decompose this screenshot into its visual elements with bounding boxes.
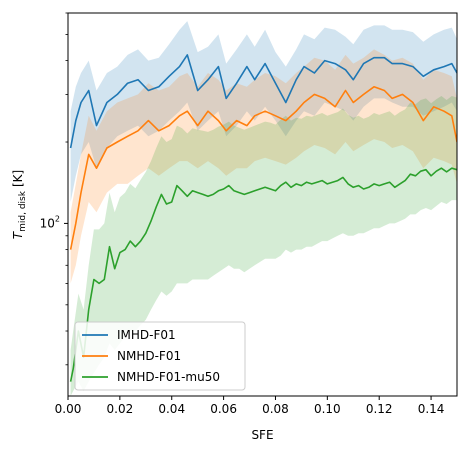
- x-axis-ticks: 0.00 0.02 0.04 0.06 0.08 0.10 0.12 0.14: [55, 396, 445, 416]
- line-imhd-f01: [69, 54, 457, 149]
- legend-box: [74, 321, 246, 391]
- legend-label-nmhd-f01: NMHD-F01: [117, 349, 181, 363]
- y-axis-label-unit: [K]: [11, 170, 25, 187]
- series-lines: [69, 54, 457, 382]
- line-nmhd-f01: [69, 86, 457, 250]
- band-imhd-f01: [70, 21, 457, 202]
- x-tick-label: 0.04: [158, 402, 185, 416]
- band-nmhd-f01: [70, 49, 457, 284]
- y-axis-label: Tmid, disk [K]: [11, 170, 28, 239]
- band-nmhd-f01-mu50: [70, 96, 457, 396]
- y-axis-ticks: 102: [40, 12, 68, 366]
- y-tick-label-base: 10: [40, 216, 55, 230]
- confidence-bands: [70, 21, 457, 396]
- y-tick-label-exponent: 2: [55, 214, 60, 223]
- y-axis-label-sub: mid, disk: [18, 190, 28, 232]
- plot-frame: [67, 12, 458, 397]
- y-tick-label: 102: [40, 214, 60, 230]
- x-tick-label: 0.08: [262, 402, 289, 416]
- x-tick-label: 0.00: [55, 402, 82, 416]
- x-tick-label: 0.06: [210, 402, 237, 416]
- legend: IMHD-F01 NMHD-F01 NMHD-F01-mu50: [74, 321, 246, 391]
- x-tick-label: 0.02: [107, 402, 134, 416]
- x-tick-label: 0.12: [366, 402, 393, 416]
- legend-label-nmhd-f01-mu50: NMHD-F01-mu50: [117, 370, 220, 384]
- line-nmhd-f01-mu50: [69, 167, 457, 382]
- x-tick-label: 0.10: [314, 402, 341, 416]
- y-axis-label-main: T: [11, 230, 25, 239]
- x-tick-label: 0.14: [418, 402, 445, 416]
- legend-label-imhd-f01: IMHD-F01: [117, 328, 176, 342]
- x-axis-label: SFE: [251, 428, 273, 442]
